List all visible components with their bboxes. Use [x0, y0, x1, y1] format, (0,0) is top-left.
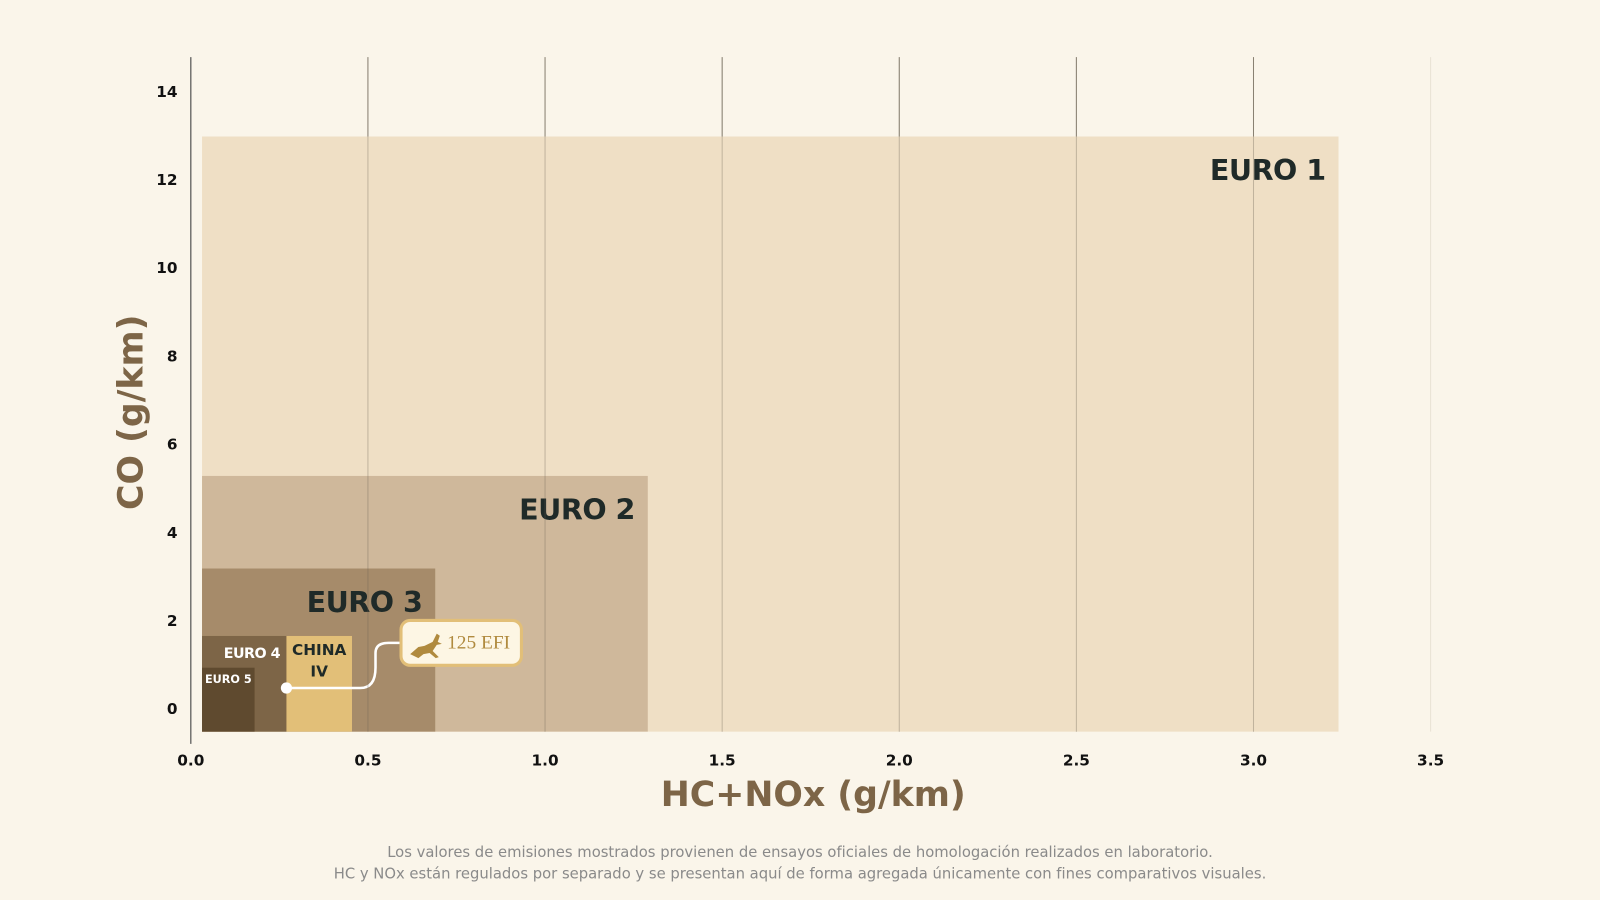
badge-label: 125 EFI [447, 632, 510, 653]
x-tick-label: 1.5 [709, 752, 736, 770]
x-tick-label: 2.0 [886, 752, 913, 770]
region-label: CHINA IV [292, 641, 347, 681]
y-tick-label: 8 [167, 347, 178, 365]
y-tick-label: 2 [167, 612, 178, 630]
y-axis-title: CO (g/km) [112, 315, 152, 510]
y-tick-label: 4 [167, 524, 178, 542]
region-label-box: CHINA IV [292, 641, 347, 681]
footnote: Los valores de emisiones mostrados provi… [387, 844, 1213, 861]
x-tick-label: 0.0 [177, 752, 204, 770]
region-label: EURO 5 [205, 673, 252, 686]
x-tick-label: 3.5 [1417, 752, 1444, 770]
y-tick-label: 10 [156, 259, 177, 277]
region-label: EURO 2 [519, 493, 635, 527]
deer-icon [410, 633, 442, 659]
footnote: HC y NOx están regulados por separado y … [334, 865, 1267, 882]
x-axis-title: HC+NOx (g/km) [661, 775, 966, 815]
y-tick-label: 0 [167, 700, 178, 718]
x-tick-label: 2.5 [1063, 752, 1090, 770]
connector [286, 641, 402, 690]
region [286, 635, 352, 732]
region-label: EURO 3 [307, 585, 423, 619]
data-point [280, 682, 293, 694]
y-tick-label: 12 [156, 171, 177, 189]
x-tick-label: 0.5 [354, 752, 381, 770]
region [202, 667, 255, 732]
region-label: EURO 1 [1210, 153, 1326, 187]
x-tick-label: 3.0 [1240, 752, 1267, 770]
y-tick-label: 6 [167, 436, 178, 454]
y-tick-label: 14 [156, 83, 177, 101]
x-tick-label: 1.0 [531, 752, 558, 770]
region-label: EURO 4 [224, 646, 281, 662]
